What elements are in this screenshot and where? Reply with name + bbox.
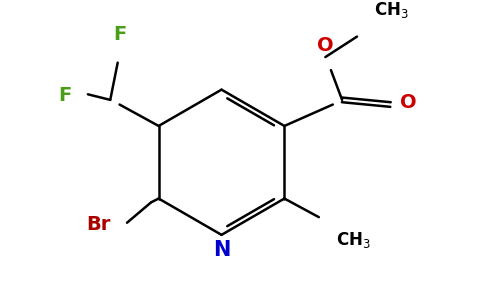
Text: O: O [317,36,333,55]
Text: CH$_3$: CH$_3$ [335,230,370,250]
Text: F: F [58,86,71,105]
Text: F: F [113,25,126,44]
Text: CH$_3$: CH$_3$ [374,0,408,20]
Text: Br: Br [86,215,110,234]
Text: O: O [400,93,416,112]
Text: N: N [213,240,230,260]
